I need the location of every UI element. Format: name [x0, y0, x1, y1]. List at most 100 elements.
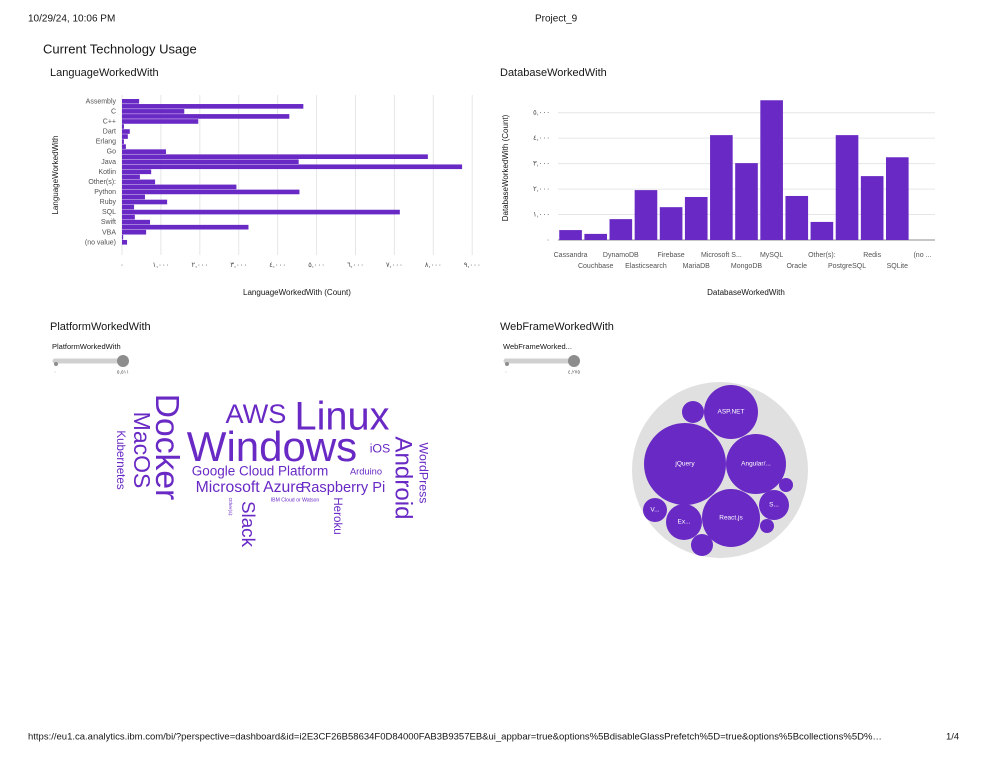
bar — [559, 230, 582, 240]
y-tick-label: ٣,٠٠٠ — [533, 160, 550, 167]
bar — [122, 169, 152, 175]
bar — [835, 135, 859, 240]
bubble — [703, 384, 759, 440]
bar — [122, 219, 151, 225]
x-tick-label: MariaDB — [683, 263, 711, 270]
word: Docker — [148, 394, 185, 501]
y-tick-label: Java — [101, 159, 116, 166]
word: Android — [390, 436, 417, 519]
y-axis-label: DatabaseWorkedWith (Count) — [501, 114, 510, 221]
bar — [122, 144, 126, 149]
bar — [885, 157, 909, 240]
bar — [122, 234, 124, 240]
bar — [785, 195, 809, 240]
y-tick-label: ١,٠٠٠ — [533, 211, 550, 218]
bar — [860, 176, 884, 240]
bubble — [759, 490, 789, 520]
x-tick-label: MySQL — [760, 252, 783, 259]
slider-min-label: ٠ — [54, 369, 57, 375]
bubble — [690, 533, 714, 557]
x-tick-label: Couchbase — [578, 263, 614, 270]
bar — [122, 209, 400, 215]
bubble-label: ASP.NET — [718, 409, 745, 416]
bar — [122, 164, 463, 170]
bar — [122, 154, 428, 160]
y-tick-label: ٥,٠٠٠ — [533, 110, 550, 117]
bar — [122, 134, 128, 139]
word: Heroku — [331, 497, 344, 534]
bubble — [681, 400, 705, 424]
bar — [122, 204, 135, 210]
x-axis-label: LanguageWorkedWith (Count) — [243, 288, 351, 297]
bar — [122, 199, 168, 205]
y-tick-label: Go — [107, 149, 116, 156]
x-tick-label: ٣,٠٠٠ — [230, 262, 247, 269]
x-tick-label: MongoDB — [731, 263, 762, 270]
x-tick-label: ٥,٠٠٠ — [308, 262, 325, 269]
y-tick-label: ٢,٠٠٠ — [533, 186, 550, 193]
bar — [634, 190, 658, 240]
x-tick-label: Oracle — [786, 263, 807, 270]
bar — [122, 149, 166, 154]
bar — [710, 135, 733, 240]
x-tick-label: ٧,٠٠٠ — [386, 262, 403, 269]
chart-title: DatabaseWorkedWith — [500, 67, 607, 79]
y-tick-label: (no value) — [85, 239, 116, 246]
bubble-label: V... — [650, 507, 659, 514]
word: Slack — [238, 501, 259, 548]
bar — [122, 184, 237, 190]
word: Linux — [295, 395, 390, 439]
bubble-label: React.js — [719, 515, 743, 522]
bar — [760, 100, 783, 240]
y-tick-label: Other(s): — [88, 179, 116, 186]
y-tick-label: Assembly — [86, 98, 117, 105]
dashboard-title: Current Technology Usage — [43, 41, 197, 56]
x-tick-label: DynamoDB — [603, 252, 639, 259]
y-axis-label: LanguageWorkedWith — [51, 135, 60, 214]
x-tick-label: ٠ — [120, 262, 124, 269]
x-tick-label: Other(s): — [808, 252, 836, 259]
slider-title: PlatformWorkedWith — [52, 342, 121, 351]
x-tick-label: SQLite — [887, 263, 909, 270]
y-tick-label: C — [111, 108, 116, 115]
bar — [122, 99, 140, 104]
y-tick-label: Ruby — [100, 199, 117, 206]
bar — [122, 139, 124, 144]
word: Arduino — [350, 466, 382, 476]
bar — [122, 114, 290, 119]
print-datetime: 10/29/24, 10:06 PM — [28, 14, 115, 25]
word: MacOS — [129, 412, 155, 489]
bubble — [643, 498, 667, 522]
bubble — [644, 423, 726, 505]
x-tick-label: ٤,٠٠٠ — [269, 262, 286, 269]
bar — [659, 207, 683, 240]
bar — [735, 163, 758, 240]
bubble-label: S... — [769, 502, 779, 509]
bubble-label: jQuery — [674, 461, 695, 468]
y-tick-label: C++ — [103, 118, 116, 125]
y-tick-label: Dart — [103, 129, 116, 136]
bubble — [759, 518, 775, 534]
y-tick-label: SQL — [102, 209, 116, 216]
x-tick-label: Firebase — [657, 252, 684, 259]
x-tick-label: ٨,٠٠٠ — [425, 262, 442, 269]
y-tick-label: Python — [94, 189, 116, 196]
bar — [122, 174, 140, 180]
slider-min-handle — [505, 362, 509, 366]
bar — [122, 109, 185, 114]
bubble — [665, 503, 703, 541]
y-tick-label: Swift — [101, 219, 116, 226]
chart-title: LanguageWorkedWith — [50, 67, 159, 79]
print-title: Project_9 — [535, 14, 578, 25]
word: AWS — [226, 398, 287, 429]
x-tick-label: Microsoft S... — [701, 252, 742, 259]
bubble — [725, 433, 787, 495]
word: Microsoft Azure — [196, 479, 305, 496]
x-tick-label: Redis — [863, 252, 881, 259]
bar — [122, 239, 128, 245]
bubble — [701, 488, 761, 548]
bar — [122, 224, 249, 230]
footer-url: https://eu1.ca.analytics.ibm.com/bi/?per… — [28, 732, 882, 743]
bar — [584, 233, 608, 240]
